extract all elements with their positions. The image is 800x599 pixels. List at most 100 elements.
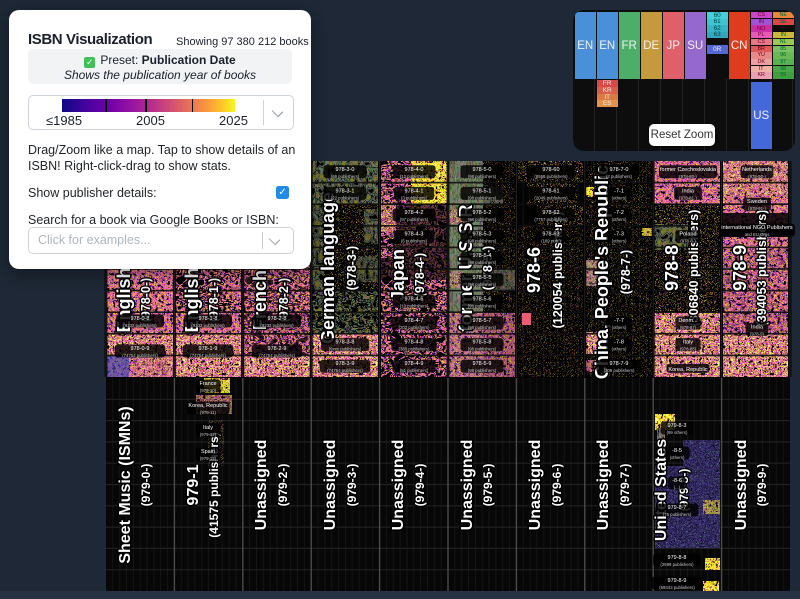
svg-text:(98 publishers): (98 publishers): [468, 368, 497, 373]
svg-text:Sheet Music (ISMNs): Sheet Music (ISMNs): [117, 406, 134, 563]
svg-text:978-3-8: 978-3-8: [336, 340, 355, 346]
svg-text:Sweden: Sweden: [747, 199, 767, 205]
svg-text:978-62: 978-62: [542, 210, 559, 216]
svg-text:(others): (others): [612, 195, 627, 200]
svg-text:978-7-0: 978-7-0: [610, 167, 629, 173]
svg-text:India: India: [751, 325, 764, 331]
svg-text:979-8-8: 979-8-8: [668, 555, 687, 561]
svg-text:(others): (others): [612, 325, 627, 330]
svg-text:978-4-3: 978-4-3: [405, 232, 424, 238]
svg-text:978-4-2: 978-4-2: [405, 210, 424, 216]
svg-text:Unassigned: Unassigned: [459, 440, 476, 531]
svg-text:-7-8: -7-8: [614, 340, 624, 346]
svg-text:978-9: 978-9: [730, 245, 750, 291]
svg-text:(394053 publishers): (394053 publishers): [755, 210, 769, 327]
svg-text:(978-88): (978-88): [680, 347, 697, 352]
svg-text:India: India: [682, 188, 695, 194]
svg-text:978-5-1: 978-5-1: [473, 188, 492, 194]
svg-text:(98 publishers): (98 publishers): [468, 239, 497, 244]
svg-text:(979-2-): (979-2-): [276, 464, 290, 507]
svg-text:978-61: 978-61: [542, 188, 559, 194]
svg-text:(12 publishers): (12 publishers): [400, 174, 429, 179]
svg-text:(75 publishers): (75 publishers): [663, 512, 692, 517]
svg-text:978-7-9: 978-7-9: [610, 361, 629, 367]
svg-text:(98 publishers): (98 publishers): [468, 195, 497, 200]
svg-text:(979-5-): (979-5-): [481, 464, 495, 507]
svg-text:Korea, Republic: Korea, Republic: [188, 403, 227, 409]
svg-text:978-5-2: 978-5-2: [473, 210, 492, 216]
svg-text:(120054 publishers): (120054 publishers): [551, 212, 565, 329]
svg-text:(978-81-): (978-81-): [679, 195, 697, 200]
svg-text:Unassigned: Unassigned: [595, 440, 612, 531]
svg-text:(979-4-): (979-4-): [413, 464, 427, 507]
svg-text:and EU Orgs: and EU Orgs: [745, 232, 770, 237]
svg-text:German language: German language: [318, 192, 338, 344]
svg-text:Poland: Poland: [679, 232, 696, 238]
svg-text:(others): (others): [612, 347, 627, 352]
svg-text:Denm...: Denm...: [678, 318, 698, 324]
svg-text:Italy: Italy: [203, 425, 213, 431]
svg-text:(979-9-): (979-9-): [755, 464, 769, 507]
svg-text:(978-3-): (978-3-): [345, 246, 359, 290]
svg-text:(98 publishers): (98 publishers): [468, 347, 497, 352]
svg-text:978-5-5: 978-5-5: [473, 275, 492, 281]
svg-text:(74754 publishers): (74754 publishers): [190, 353, 226, 358]
svg-text:(...): (...): [674, 485, 681, 490]
svg-text:(2049 publishers): (2049 publishers): [534, 195, 568, 200]
svg-text:(2599 publishers): (2599 publishers): [660, 562, 694, 567]
svg-text:978-1-9: 978-1-9: [199, 346, 218, 352]
svg-text:978-0-8: 978-0-8: [131, 316, 150, 322]
svg-text:978-5-8: 978-5-8: [473, 340, 492, 346]
svg-text:978-4-1: 978-4-1: [405, 188, 424, 194]
svg-text:(9232 publishers): (9232 publishers): [260, 323, 294, 328]
svg-text:(81 publishers): (81 publishers): [400, 368, 429, 373]
svg-text:978-2-8: 978-2-8: [268, 316, 287, 322]
svg-text:(9232 publishers): (9232 publishers): [123, 323, 157, 328]
svg-text:(97 publishers): (97 publishers): [400, 217, 429, 222]
svg-text:Unassigned: Unassigned: [527, 440, 544, 531]
svg-text:(74754 publishers): (74754 publishers): [122, 353, 158, 358]
svg-text:(74754 publishers): (74754 publishers): [259, 353, 295, 358]
svg-text:-7-3: -7-3: [614, 232, 624, 238]
svg-text:-7-1: -7-1: [614, 188, 624, 194]
svg-text:978-3-0: 978-3-0: [336, 167, 355, 173]
svg-text:-8-6: -8-6: [672, 478, 682, 484]
svg-text:(978-90-): (978-90-): [748, 174, 766, 179]
svg-text:978-8: 978-8: [662, 245, 682, 291]
svg-text:(978-91-): (978-91-): [748, 206, 766, 211]
svg-text:(979-0-): (979-0-): [139, 464, 153, 507]
svg-text:Japan: Japan: [388, 249, 408, 301]
svg-text:978-5-4: 978-5-4: [473, 253, 492, 259]
svg-text:978-4-8: 978-4-8: [405, 340, 424, 346]
svg-text:-7-2: -7-2: [614, 210, 624, 216]
svg-text:978-1-8: 978-1-8: [199, 316, 218, 322]
svg-text:(978-4-): (978-4-): [413, 253, 427, 297]
svg-text:979-8-3: 979-8-3: [668, 423, 687, 429]
svg-text:France: France: [199, 381, 216, 387]
svg-text:-8-5: -8-5: [672, 448, 682, 454]
svg-text:Unassigned: Unassigned: [322, 440, 339, 531]
svg-text:(98 publishers): (98 publishers): [468, 260, 497, 265]
svg-text:(59343 publishers): (59343 publishers): [659, 585, 695, 590]
svg-text:(978-1-): (978-1-): [207, 278, 221, 322]
svg-text:Unassigned: Unassigned: [733, 440, 750, 531]
svg-text:(74754 publishers): (74754 publishers): [327, 368, 363, 373]
svg-text:Korea, Republic: Korea, Republic: [668, 367, 707, 373]
svg-text:(9xxx publishers): (9xxx publishers): [329, 347, 362, 352]
svg-text:(others): (others): [612, 217, 627, 222]
svg-text:-7-7: -7-7: [614, 318, 624, 324]
svg-text:(209 publishers): (209 publishers): [604, 368, 635, 373]
svg-text:(978-7-): (978-7-): [619, 250, 633, 294]
svg-text:(978-2-): (978-2-): [277, 278, 291, 322]
svg-text:Netherlands: Netherlands: [742, 167, 772, 173]
svg-text:(98 publishers): (98 publishers): [468, 217, 497, 222]
svg-text:978-5-9: 978-5-9: [473, 361, 492, 367]
svg-text:(979-11): (979-11): [200, 410, 216, 415]
svg-text:Spain: Spain: [201, 449, 215, 455]
svg-text:(306840 publishers): (306840 publishers): [687, 210, 701, 327]
svg-text:(others): (others): [612, 239, 627, 244]
svg-text:(98 publishers): (98 publishers): [468, 282, 497, 287]
svg-text:Unassigned: Unassigned: [253, 440, 270, 531]
svg-text:979-8-7: 979-8-7: [668, 505, 687, 511]
svg-text:978-3-1: 978-3-1: [336, 188, 355, 194]
